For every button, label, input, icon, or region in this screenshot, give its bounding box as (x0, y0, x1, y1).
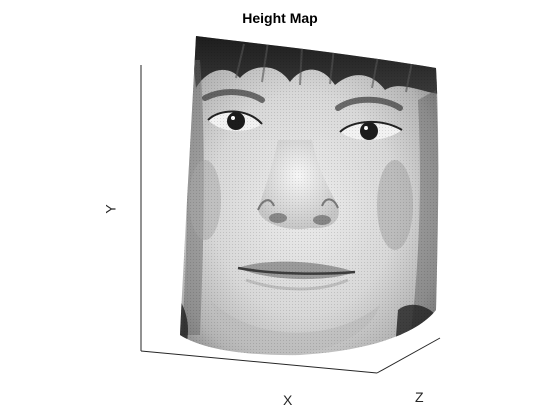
axis-lines (140, 65, 441, 374)
x-axis-label: X (283, 392, 293, 408)
y-axis-label: Y (102, 204, 119, 214)
z-axis-label: Z (415, 389, 424, 405)
z-axis-line (376, 337, 441, 374)
plot-title: Height Map (242, 10, 318, 26)
height-map-surface (180, 36, 439, 356)
x-axis-line (140, 350, 378, 374)
